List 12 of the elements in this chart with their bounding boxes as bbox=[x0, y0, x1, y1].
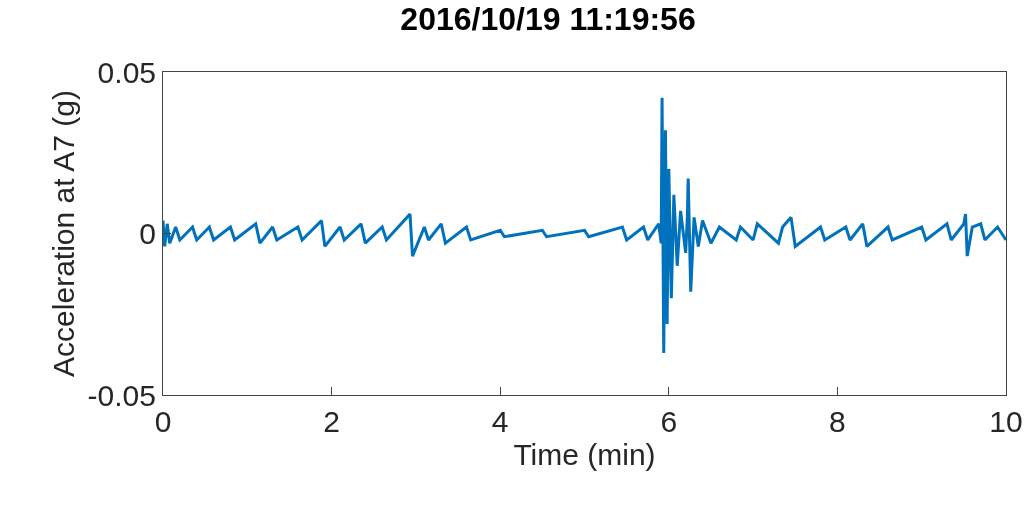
y-axis-title: Acceleration at A7 (g) bbox=[46, 90, 80, 377]
x-tick-label: 6 bbox=[660, 405, 678, 438]
x-tick-label: 4 bbox=[491, 405, 509, 438]
line-series bbox=[163, 96, 1006, 355]
x-tick-label: 10 bbox=[989, 405, 1023, 438]
x-tick-label: 2 bbox=[323, 405, 340, 438]
y-tick-label: 0 bbox=[139, 217, 156, 250]
y-tick-label: -0.05 bbox=[87, 378, 156, 412]
chart-title: 2016/10/19 11:19:56 bbox=[400, 1, 696, 38]
x-tick-label: 8 bbox=[829, 405, 846, 438]
y-tick-label: 0.05 bbox=[97, 55, 156, 89]
x-axis-title: Time (min) bbox=[513, 437, 656, 471]
